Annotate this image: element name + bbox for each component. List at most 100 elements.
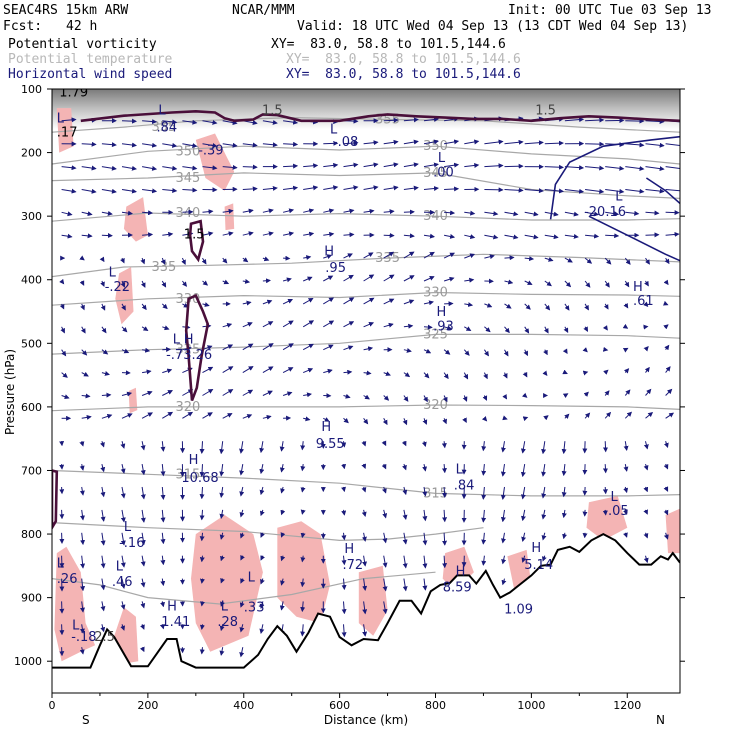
theta-contour [52,116,680,133]
fcst-label: Fcst: [3,19,43,34]
wind-vector [220,555,225,562]
wind-vector [403,323,414,329]
wind-vector [61,117,77,123]
wind-vector [442,509,448,523]
wind-vector [463,372,469,380]
wind-vector [120,463,126,474]
wind-vector [464,162,480,168]
field-extremum-label: H [437,305,447,320]
x-tick-label: 400 [233,699,254,712]
wind-vector [79,463,85,471]
pv-contour-loop [184,293,210,401]
field-extremum-label: 1.09 [504,603,533,618]
wind-vector [160,532,166,545]
wind-vector [402,418,408,426]
wind-vector [361,440,367,447]
wind-vector [300,532,306,539]
wind-vector [523,349,528,357]
wind-vector [323,368,333,374]
wind-vector [162,188,178,193]
wind-vector [602,464,608,474]
wind-speed-contour [549,135,680,220]
y-axis-label: Pressure (hPa) [3,349,17,435]
field-extremum-label: .93 [433,320,454,335]
wind-vector [422,578,428,591]
wind-vector [200,601,205,607]
field-extremum-label: .00 [433,166,454,181]
wind-vector [300,486,306,493]
wind-vector [502,393,508,400]
wind-vector [162,119,178,125]
field-extremum-label: 9.55 [316,437,345,452]
wind-vector [303,392,312,398]
pv-fill-region [128,387,138,414]
wind-vector [423,324,433,330]
wind-vector [199,509,205,521]
wind-vector [121,118,137,124]
wind-vector [202,412,213,419]
wind-vector [81,188,97,194]
wind-vector [121,165,137,171]
wind-vector [645,210,660,216]
wind-vectors [59,116,680,658]
wind-vector [643,532,649,539]
theta-contour-label: 330 [423,285,448,300]
field-extremum-label: 8.59 [443,580,472,595]
field-extremum-label: -.39 [198,144,223,159]
wind-vector [623,509,628,515]
wind-vector [79,441,85,447]
wind-vector [481,509,487,523]
y-tick-label: 200 [21,147,42,160]
wind-vector [444,233,456,239]
wind-speed-contour [588,215,680,262]
wind-vector [582,370,589,376]
wind-vector [645,119,665,124]
wind-vector [663,463,669,470]
wind-vector [483,372,488,380]
wind-vector [202,142,218,148]
field-extremum-label: 1.41 [161,615,190,630]
field-extremum-label: -.08 [333,135,358,150]
wind-vector [381,440,387,447]
wind-vector [300,464,306,472]
legend-theta-xy: XY= 83.0, 58.8 to 101.5,144.6 [286,52,521,67]
wind-vector [464,210,476,216]
wind-vector [101,233,113,238]
wind-vector [323,417,330,422]
wind-vector [222,120,238,126]
wind-vector [423,395,428,403]
wind-vector [604,257,612,265]
wind-vector [363,185,379,191]
wind-vector [199,578,205,584]
wind-vector [121,348,130,354]
field-extremum-label: H [344,542,354,557]
wind-vector [300,555,306,563]
wind-vector [423,251,435,259]
pv-fill-region [191,515,263,652]
wind-vector [462,417,467,423]
wind-vector [262,256,270,262]
wind-vector [605,211,620,217]
wind-vector [121,326,128,333]
wind-vector [99,256,105,263]
wind-vector [80,555,86,569]
legend-wind-name: Horizontal wind speed [8,67,173,82]
wind-vector [160,257,166,265]
wind-vector [383,298,395,305]
wind-vector [541,441,547,455]
north-label: N [656,713,665,727]
wind-vector [162,411,174,419]
wind-vector [100,624,106,633]
wind-vector [645,411,654,419]
pv-contours [52,109,680,531]
wind-vector [162,231,174,237]
wind-vector [383,209,395,215]
wind-vector [282,391,293,397]
wind-vector [242,300,252,306]
wind-vector [442,486,448,498]
wind-vector [343,140,359,146]
field-extremum-label: -20.16 [584,205,626,220]
wind-vector [283,163,299,169]
wind-vector [140,464,146,476]
wind-vector [584,412,591,419]
